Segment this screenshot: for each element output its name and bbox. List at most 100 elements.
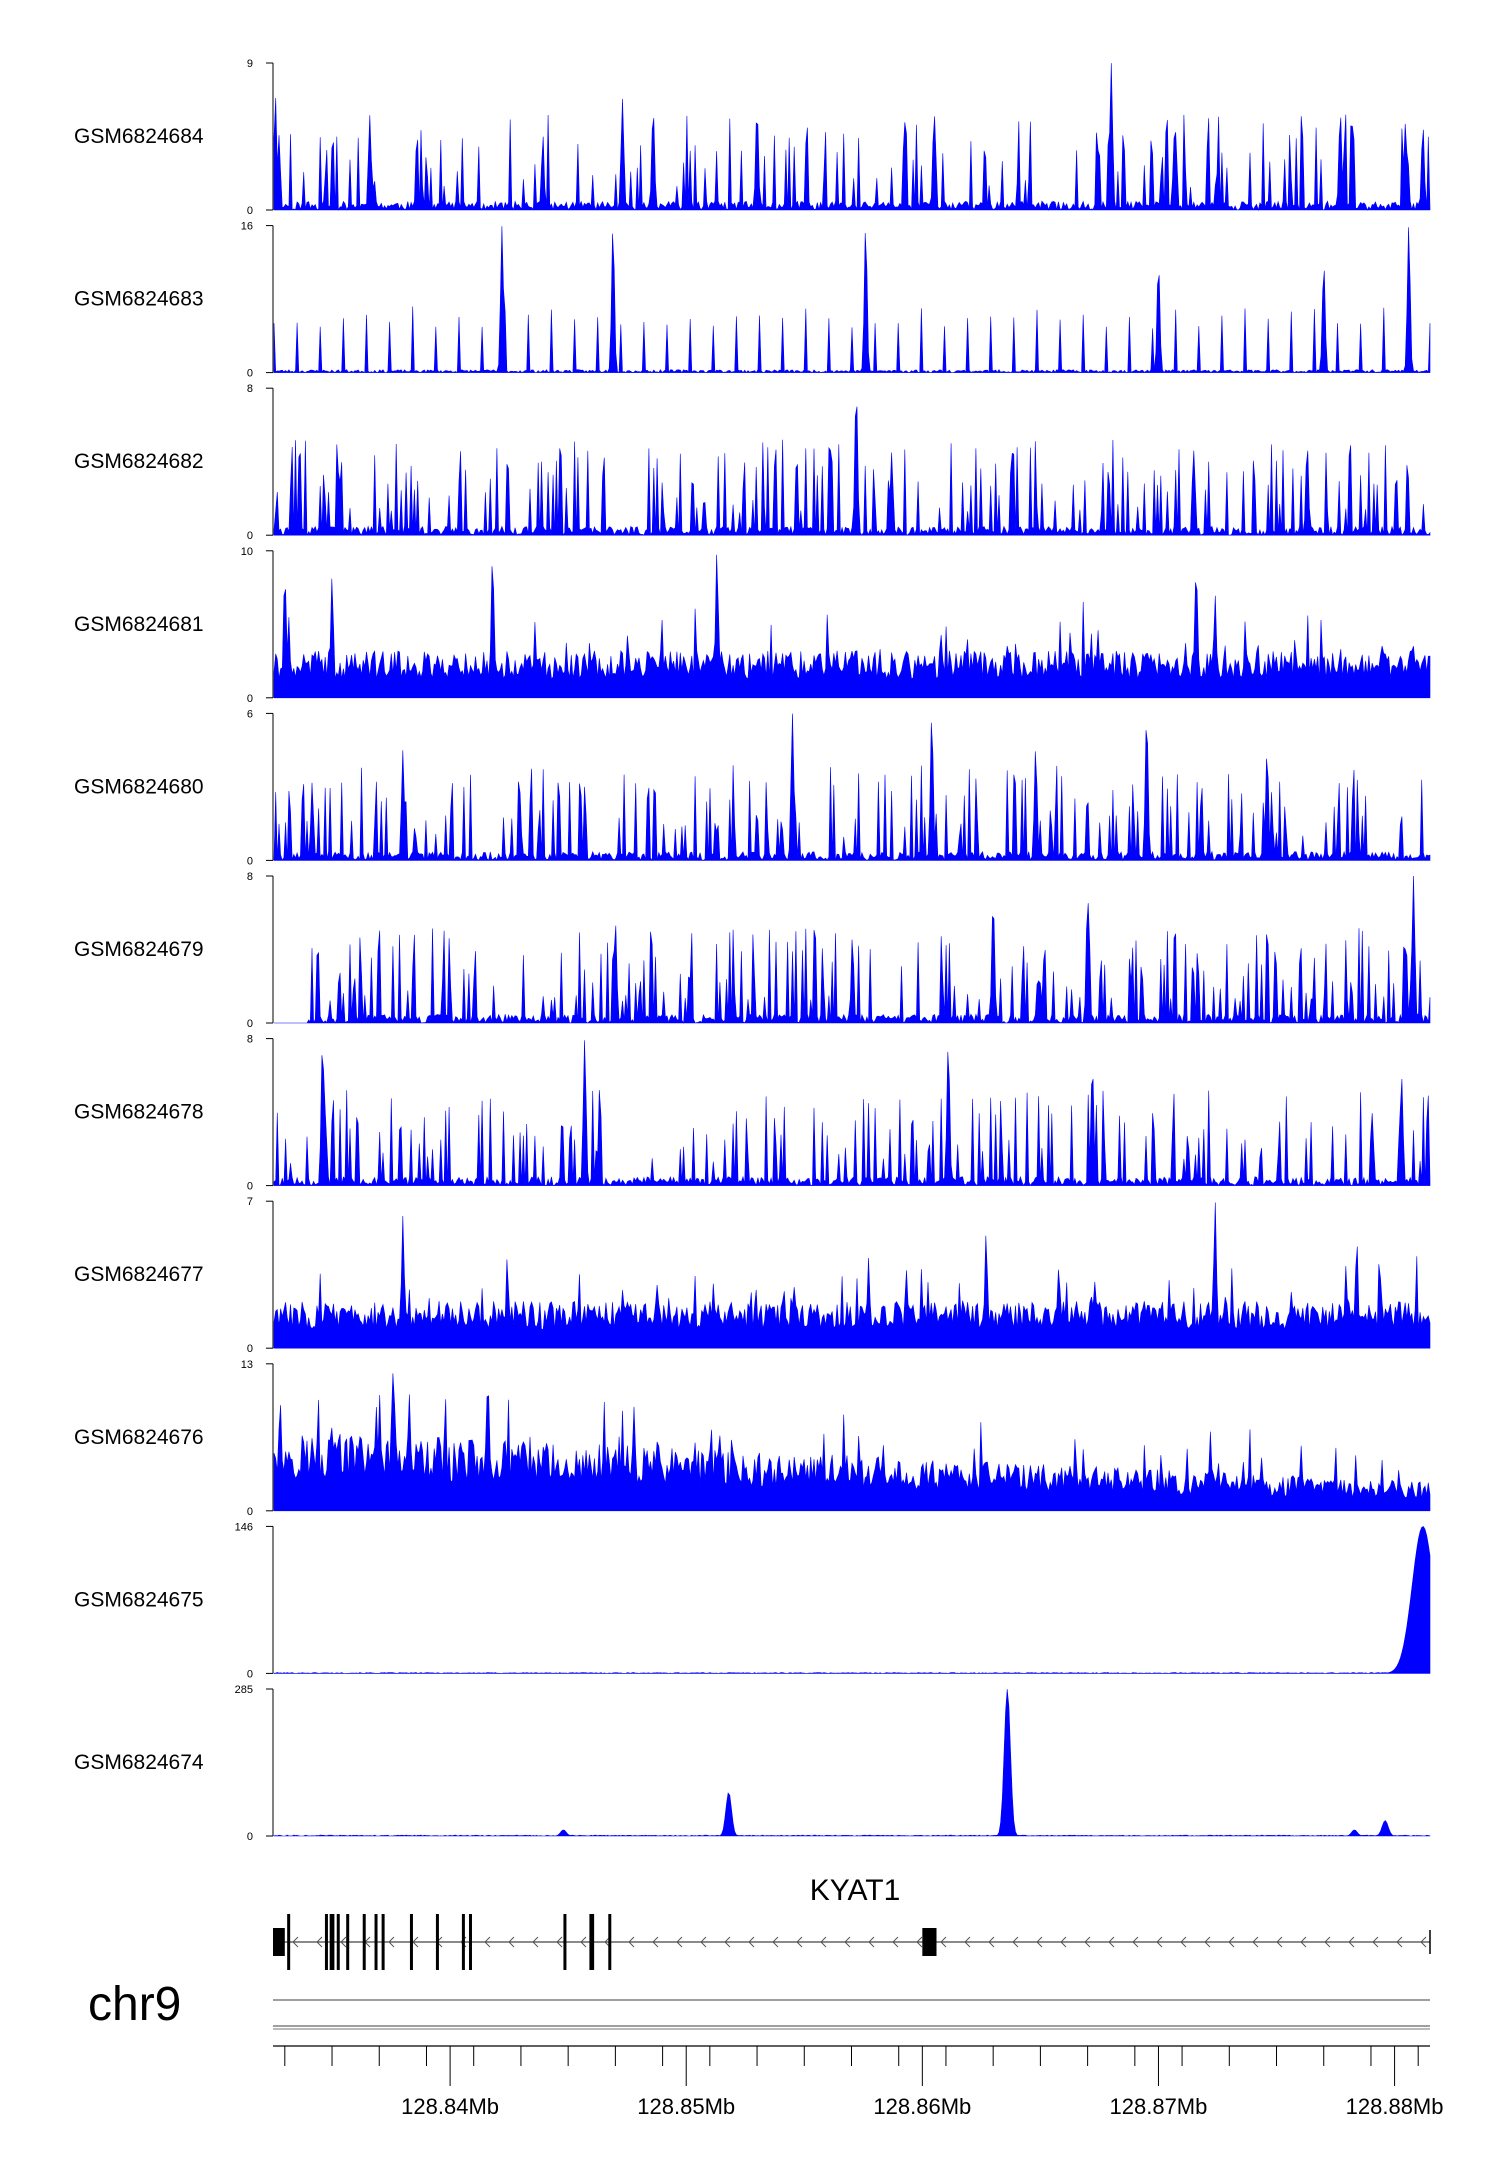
track-label: GSM6824684 [74,125,204,148]
strand-arrow [628,1936,635,1948]
strand-arrow [844,1936,851,1948]
genome-axis: chr9 128.84Mb 128.85Mb 128.86Mb 128.87Mb 128… [88,1978,1444,2119]
strand-arrow [820,1936,827,1948]
y-min-label: 0 [247,1668,253,1680]
coverage-area [274,875,1431,1024]
strand-arrow [916,1936,923,1948]
strand-arrow [1324,1936,1331,1948]
track-GSM6824681: GSM6824681 10 0 [74,546,1431,705]
exon [346,1914,350,1970]
strand-arrow [1084,1936,1091,1948]
strand-arrow [796,1936,803,1948]
track-label: GSM6824674 [74,1751,204,1774]
exon [336,1914,340,1970]
coverage-area [273,63,1431,212]
track-GSM6824677: GSM6824677 7 0 [74,1196,1431,1355]
y-min-label: 0 [247,530,253,542]
strand-arrow [748,1936,755,1948]
strand-arrow [1180,1936,1187,1948]
exon [374,1914,378,1970]
exon [329,1914,335,1970]
strand-arrow [1300,1936,1307,1948]
strand-arrow [1372,1936,1379,1948]
y-min-label: 0 [247,205,253,217]
track-label: GSM6824682 [74,450,204,473]
exon [589,1914,595,1970]
coverage-area [273,1202,1431,1349]
y-min-label: 0 [247,693,253,705]
coverage-area [273,1040,1431,1187]
y-max-label: 7 [247,1196,253,1208]
y-min-label: 0 [247,1831,253,1843]
strand-arrow [340,1936,347,1948]
strand-arrow [292,1936,299,1948]
y-max-label: 146 [235,1521,253,1533]
exon [922,1928,937,1956]
exon [287,1914,291,1970]
strand-arrow [772,1936,779,1948]
strand-arrow [652,1936,659,1948]
y-max-label: 16 [241,221,253,233]
exon [362,1914,366,1970]
strand-arrow [1228,1936,1235,1948]
y-max-label: 9 [247,58,253,70]
strand-arrow [964,1936,971,1948]
strand-arrow [724,1936,731,1948]
track-GSM6824682: GSM6824682 8 0 [74,383,1431,542]
track-GSM6824684: GSM6824684 9 0 [74,58,1431,217]
exon [461,1914,465,1970]
strand-arrow [1108,1936,1115,1948]
x-tick-label: 128.86Mb [873,2094,971,2119]
exon [608,1914,612,1970]
exon [468,1914,472,1970]
strand-arrow [1252,1936,1259,1948]
exon [381,1914,385,1970]
exon [435,1914,439,1970]
strand-arrow [1060,1936,1067,1948]
strand-arrow [868,1936,875,1948]
strand-arrow [580,1936,587,1948]
strand-arrow [892,1936,899,1948]
strand-arrow [700,1936,707,1948]
y-max-label: 6 [247,708,253,720]
strand-arrow [1012,1936,1019,1948]
y-min-label: 0 [247,1343,253,1355]
strand-arrow [508,1936,515,1948]
strand-arrow [1132,1936,1139,1948]
strand-arrow [1396,1936,1403,1948]
y-max-label: 8 [247,871,253,883]
y-min-label: 0 [247,1018,253,1030]
y-min-label: 0 [247,1506,253,1518]
coverage-area [273,1689,1431,1837]
gene-name-label: KYAT1 [810,1874,901,1907]
coverage-area [273,554,1431,699]
strand-arrow [388,1936,395,1948]
y-max-label: 10 [241,546,253,558]
track-label: GSM6824677 [74,1263,204,1286]
track-GSM6824675: GSM6824675 146 0 [74,1521,1431,1680]
y-max-label: 13 [241,1359,253,1371]
strand-arrow [1276,1936,1283,1948]
strand-arrow [1420,1936,1427,1948]
x-tick-label: 128.84Mb [401,2094,499,2119]
strand-arrow [316,1936,323,1948]
track-GSM6824676: GSM6824676 13 0 [74,1359,1431,1518]
y-min-label: 0 [247,368,253,380]
track-GSM6824674: GSM6824674 285 0 [74,1684,1431,1843]
chromosome-label: chr9 [88,1978,181,2031]
x-tick-label: 128.87Mb [1110,2094,1208,2119]
track-GSM6824679: GSM6824679 8 0 [74,871,1431,1030]
track-label: GSM6824683 [74,288,204,311]
exon [324,1914,328,1970]
exon [563,1914,567,1970]
y-min-label: 0 [247,1181,253,1193]
coverage-tracks: GSM682468490GSM6824683160GSM682468280GSM… [74,58,1431,1843]
y-max-label: 8 [247,1034,253,1046]
strand-arrow [1204,1936,1211,1948]
y-max-label: 285 [235,1684,253,1696]
coverage-area [273,406,1431,537]
coverage-area [273,1373,1431,1512]
strand-arrow [940,1936,947,1948]
exon [409,1914,413,1970]
